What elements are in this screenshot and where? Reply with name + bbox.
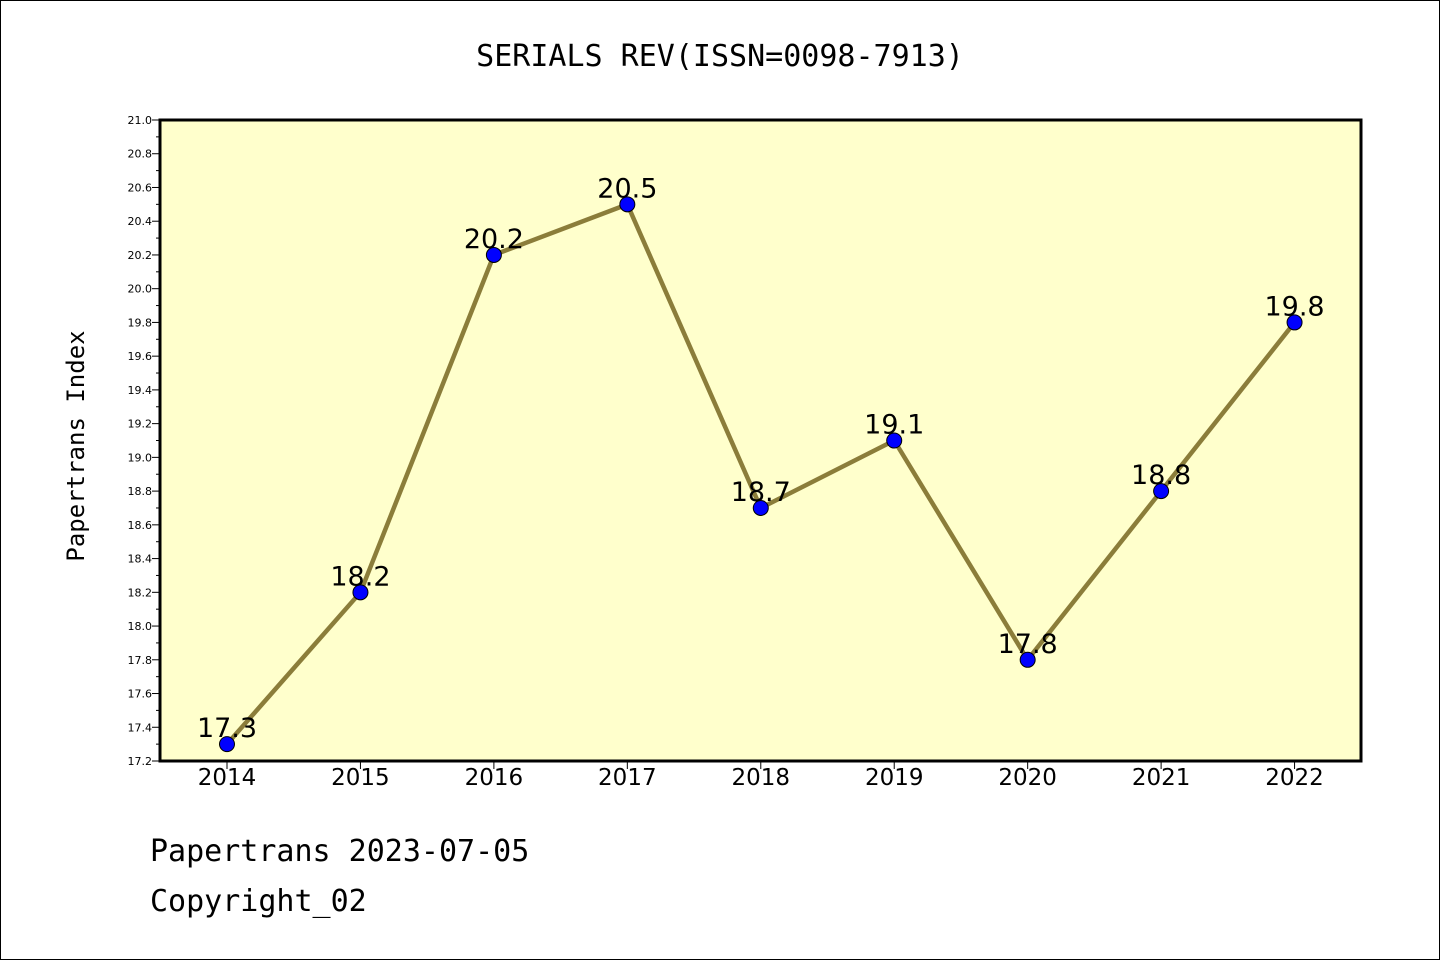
y-tick-label: 21.0	[128, 114, 153, 127]
data-point	[219, 736, 235, 753]
y-tick-label: 19.0	[128, 451, 153, 464]
y-tick-label: 17.8	[128, 654, 153, 667]
x-tick-label: 2016	[465, 765, 524, 791]
x-tick-label: 2020	[998, 765, 1057, 791]
data-points	[219, 196, 1303, 753]
chart-title: SERIALS REV(ISSN=0098-7913)	[476, 39, 964, 74]
y-tick-label: 20.0	[128, 283, 153, 296]
y-tick-label: 17.4	[128, 721, 153, 734]
y-tick-label: 20.2	[128, 249, 153, 262]
y-tick-label: 19.6	[128, 350, 153, 363]
data-label: 20.2	[464, 224, 524, 255]
y-axis-label: Papertrans Index	[62, 330, 90, 561]
plot-border	[158, 118, 1363, 763]
data-labels: 17.3 18.2 20.2 20.5 18.7 19.1 17.8 18.8 19.8	[197, 173, 1325, 744]
x-tick-label: 2018	[732, 765, 791, 791]
y-tick-label: 17.2	[128, 755, 153, 768]
y-tick-label: 20.8	[128, 148, 153, 161]
data-point	[1286, 314, 1303, 331]
data-label: 19.8	[1264, 291, 1324, 322]
data-point	[619, 196, 636, 213]
data-label: 20.5	[597, 173, 657, 204]
y-tick-label: 19.8	[128, 316, 153, 329]
data-label: 18.2	[330, 561, 390, 592]
data-label: 18.8	[1131, 460, 1191, 491]
data-point	[752, 499, 769, 516]
y-tick-label: 18.6	[128, 519, 153, 532]
y-tick-label: 19.2	[128, 418, 153, 431]
y-tick-label: 18.2	[128, 586, 153, 599]
y-axis-ticks: 17.2 17.4 17.6 17.8 18.0 18.2 18.4 18.6 18.8 19.0…	[128, 114, 160, 768]
y-tick-label: 17.6	[128, 688, 153, 701]
x-axis-ticks: 2014 2015 2016 2017 2018 2019 2020 2021 2022	[198, 761, 1324, 791]
y-tick-label: 18.4	[128, 553, 153, 566]
y-tick-label: 20.6	[128, 181, 153, 194]
y-tick-label: 18.8	[128, 485, 153, 498]
data-point	[1153, 483, 1170, 500]
data-label: 19.1	[864, 410, 924, 441]
data-point	[1019, 651, 1036, 668]
y-tick-label: 19.4	[128, 384, 153, 397]
x-tick-label: 2017	[598, 765, 657, 791]
data-point	[886, 432, 903, 449]
x-tick-label: 2014	[198, 765, 257, 791]
data-point	[352, 584, 369, 601]
footer-date-text: Papertrans 2023-07-05	[150, 834, 530, 869]
data-point	[485, 246, 502, 263]
plot-area	[160, 120, 1361, 761]
x-tick-label: 2019	[865, 765, 924, 791]
x-tick-label: 2021	[1132, 765, 1191, 791]
x-tick-label: 2022	[1265, 765, 1324, 791]
data-label: 17.3	[197, 713, 257, 744]
footer-copyright-text: Copyright_02	[150, 884, 367, 919]
y-tick-label: 20.4	[128, 215, 153, 228]
y-tick-label: 18.0	[128, 620, 153, 633]
data-label: 17.8	[998, 629, 1058, 660]
x-tick-label: 2015	[331, 765, 390, 791]
data-label: 18.7	[731, 477, 791, 508]
